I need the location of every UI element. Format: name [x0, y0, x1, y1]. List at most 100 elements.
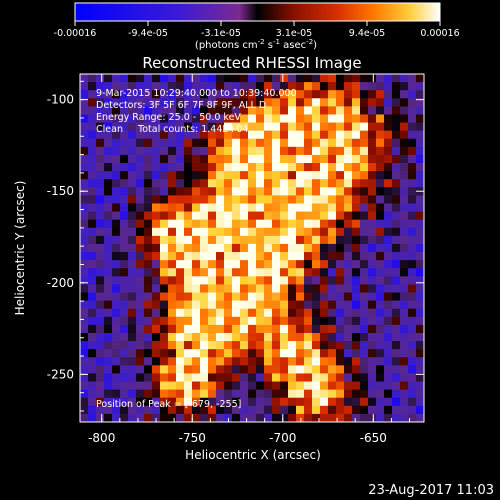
heatmap-cell — [376, 316, 385, 326]
heatmap-cell — [192, 332, 201, 342]
x-axis-label: Heliocentric X (arcsec) — [185, 448, 321, 462]
heatmap-cell — [96, 74, 105, 83]
heatmap-cell — [80, 349, 89, 358]
heatmap-cell — [248, 235, 257, 245]
heatmap-cell — [408, 130, 417, 140]
heatmap-cell — [320, 357, 329, 366]
heatmap-cell — [176, 179, 185, 188]
heatmap-cell — [160, 332, 169, 342]
heatmap-cell — [232, 179, 241, 188]
heatmap-cell — [208, 389, 217, 399]
heatmap-cell — [136, 316, 145, 326]
heatmap-cell — [120, 413, 129, 422]
heatmap-cell — [312, 122, 321, 132]
heatmap-cell — [232, 154, 241, 164]
heatmap-cell — [304, 154, 313, 164]
heatmap-cell — [168, 219, 177, 229]
heatmap-cell — [408, 413, 417, 422]
heatmap-cell — [360, 413, 369, 422]
heatmap-cell — [96, 219, 105, 229]
heatmap-cell — [368, 268, 377, 277]
heatmap-cell — [272, 276, 281, 285]
heatmap-cell — [240, 138, 249, 148]
heatmap-cell — [416, 195, 424, 204]
heatmap-cell — [368, 357, 377, 366]
heatmap-cell — [320, 74, 329, 83]
heatmap-cell — [160, 365, 169, 374]
heatmap-cell — [360, 308, 369, 318]
heatmap-cell — [80, 90, 89, 99]
heatmap-cell — [336, 235, 345, 245]
heatmap-cell — [328, 381, 337, 391]
heatmap-cell — [312, 389, 321, 399]
x-tick-label: -800 — [88, 431, 115, 445]
heatmap-cell — [224, 260, 233, 269]
heatmap-cell — [392, 324, 401, 334]
heatmap-cell — [280, 146, 289, 156]
heatmap-cell — [136, 357, 145, 366]
heatmap-cell — [176, 171, 185, 180]
heatmap-cell — [400, 227, 409, 237]
heatmap-cell — [96, 373, 105, 383]
heatmap-cell — [136, 106, 145, 115]
heatmap-cell — [416, 82, 424, 91]
heatmap-cell — [104, 74, 113, 83]
heatmap-cell — [328, 308, 337, 318]
heatmap-cell — [360, 381, 369, 391]
heatmap-cell — [88, 349, 97, 358]
heatmap-cell — [96, 292, 105, 302]
heatmap-cell — [176, 389, 185, 399]
heatmap-cell — [360, 260, 369, 269]
heatmap-cell — [376, 389, 385, 399]
heatmap-cell — [328, 195, 337, 204]
heatmap-cell — [416, 292, 424, 302]
heatmap-cell — [136, 268, 145, 277]
heatmap-cell — [416, 146, 424, 156]
heatmap-cell — [192, 171, 201, 180]
heatmap-cell — [232, 292, 241, 302]
heatmap-cell — [344, 227, 353, 237]
heatmap-cell — [96, 227, 105, 237]
heatmap-cell — [256, 98, 265, 107]
heatmap-cell — [376, 235, 385, 245]
heatmap-cell — [80, 171, 89, 180]
heatmap-cell — [88, 163, 97, 172]
heatmap-cell — [256, 381, 265, 391]
heatmap-cell — [176, 252, 185, 261]
heatmap-cell — [80, 154, 89, 164]
heatmap-cell — [120, 276, 129, 285]
heatmap-cell — [224, 292, 233, 302]
heatmap-cell — [328, 154, 337, 164]
heatmap-cell — [136, 397, 145, 407]
heatmap-cell — [192, 389, 201, 399]
heatmap-cell — [264, 98, 273, 107]
heatmap-cell — [136, 413, 145, 422]
heatmap-cell — [80, 163, 89, 172]
heatmap-cell — [120, 138, 129, 148]
heatmap-cell — [256, 82, 265, 91]
heatmap-cell — [208, 98, 217, 107]
heatmap-cell — [168, 243, 177, 253]
heatmap-cell — [256, 389, 265, 399]
heatmap-cell — [160, 373, 169, 383]
heatmap-cell — [368, 219, 377, 229]
heatmap-cell — [176, 114, 185, 124]
heatmap-cell — [144, 300, 153, 310]
heatmap-cell — [384, 373, 393, 383]
heatmap-cell — [328, 146, 337, 156]
heatmap-cell — [184, 243, 193, 253]
heatmap-cell — [328, 365, 337, 374]
heatmap-cell — [408, 146, 417, 156]
y-tick-label: -150 — [47, 184, 74, 198]
heatmap-cell — [144, 405, 153, 415]
heatmap-cell — [280, 300, 289, 310]
heatmap-cell — [264, 268, 273, 277]
heatmap-cell — [168, 74, 177, 83]
heatmap-cell — [80, 300, 89, 310]
heatmap-cell — [320, 284, 329, 294]
heatmap-cell — [112, 195, 121, 204]
heatmap-cell — [184, 82, 193, 91]
heatmap-cell — [328, 187, 337, 196]
heatmap-cell — [112, 227, 121, 237]
heatmap-cell — [400, 357, 409, 366]
